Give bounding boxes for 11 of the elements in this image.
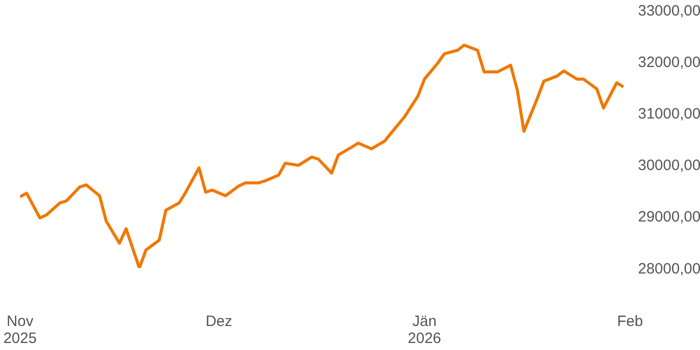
y-tick-label: 28000,00 — [638, 260, 700, 278]
y-tick-label: 31000,00 — [638, 106, 700, 123]
y-tick-label: 32000,00 — [638, 54, 700, 71]
y-tick-label: 33000,00 — [638, 2, 700, 20]
line-series — [20, 44, 625, 268]
x-tick-label: Jän 2026 — [408, 313, 442, 347]
y-tick-label: 29000,00 — [638, 208, 700, 226]
y-tick-label: 30000,00 — [638, 157, 700, 174]
x-tick-label: Nov 2025 — [3, 313, 37, 347]
x-tick-label: Dez — [206, 313, 232, 330]
x-tick-label: Feb — [617, 313, 643, 330]
